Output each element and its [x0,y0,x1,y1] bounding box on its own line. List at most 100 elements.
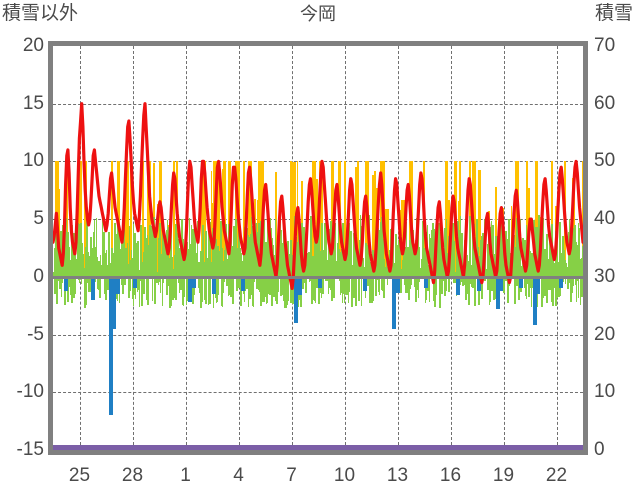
wind-bar [116,234,118,300]
wind-bar [546,234,548,303]
wind-bar [177,251,180,283]
wind-bar [55,234,57,294]
wind-bar [576,244,578,277]
y-tick-right-3: 40 [594,208,616,230]
precipitation-bar [188,276,193,303]
wind-bar [80,225,83,284]
wind-bar [241,261,244,277]
wind-bar [486,244,489,277]
wind-bar [258,272,261,292]
sunshine-bar [478,169,482,277]
wind-bar [557,262,559,277]
horizontal-gridline-1 [53,161,583,163]
y-tick-left-6: -10 [16,381,44,403]
sunshine-bar [158,161,162,277]
wind-bar [430,229,433,277]
wind-bar [360,269,363,306]
horizontal-gridline-4 [53,392,583,394]
wind-bar [481,232,484,277]
wind-bar [345,242,348,277]
y-tick-right-7: 0 [594,439,605,460]
wind-bar [407,269,410,300]
wind-bar [384,267,386,277]
precipitation-bar [63,276,68,291]
precipitation-bar [495,276,500,310]
y-tick-right-1: 60 [594,92,616,114]
wind-bar [309,257,311,281]
y-tick-right-6: 10 [594,381,616,403]
wind-bar [104,271,106,295]
wind-bar [400,269,403,294]
wind-bar [117,224,119,277]
wind-bar [398,240,400,277]
wind-bar [260,231,263,303]
wind-bar [343,271,346,304]
wind-bar [248,261,250,299]
sunshine-bar [257,161,261,277]
wind-bar [550,255,553,302]
sunshine-bar [373,170,376,277]
y-tick-left-3: 5 [33,208,44,230]
wind-bar [98,266,101,299]
wind-bar [516,217,519,286]
sunshine-bar [385,208,389,277]
sunshine-bar [473,161,476,277]
precipitation-bar [294,276,299,324]
y-tick-right-5: 20 [594,323,616,345]
wind-bar [190,224,193,283]
wind-bar [535,226,538,277]
wind-bar [71,224,74,304]
wind-bar [581,245,583,277]
y-tick-left-7: -15 [16,439,44,460]
sunshine-bar [141,161,144,277]
wind-bar [335,261,338,277]
wind-bar [318,214,320,304]
sunshine-bar [202,161,207,277]
wind-bar [75,259,78,277]
precipitation-bar [424,276,428,289]
wind-bar [330,221,332,291]
wind-bar [274,219,277,277]
wind-bar [488,237,490,286]
wind-bar [582,262,583,297]
wind-bar [552,254,554,307]
wind-bar [71,270,74,295]
wind-bar [108,232,110,277]
wind-bar [238,235,241,277]
wind-bar [55,268,58,304]
zero-line [53,275,583,279]
wind-bar [268,218,271,295]
wind-bar [530,256,533,307]
wind-bar [198,270,201,294]
precipitation-bar [519,276,524,289]
wind-bar [322,268,324,294]
wind-bar [235,260,238,277]
wind-bar [198,261,200,277]
wind-bar [298,251,300,288]
precipitation-bar [212,276,216,295]
sunshine-bar [172,161,176,277]
wind-bar [553,265,555,277]
wind-bar [469,215,471,284]
wind-bar [405,221,408,277]
x-tick-3: 4 [233,465,244,486]
wind-bar [169,257,171,308]
wind-bar [500,223,502,277]
wind-bar [321,223,323,277]
wind-bar [248,237,251,277]
wind-bar [515,247,517,277]
wind-bar [120,234,123,277]
snow-depth-series [53,445,583,450]
sunshine-bar [235,161,238,277]
right-axis-title: 積雪 [594,3,633,24]
precipitation-bar [532,276,537,326]
precipitation-bar [297,276,302,296]
wind-bar [351,270,353,307]
wind-bar [86,214,88,277]
precipitation-bar [396,276,401,294]
precipitation-bar [112,276,117,329]
y-tick-right-4: 30 [594,265,616,287]
wind-bar [126,243,129,277]
y-tick-left-4: 0 [33,265,44,287]
wind-bar [566,272,569,289]
